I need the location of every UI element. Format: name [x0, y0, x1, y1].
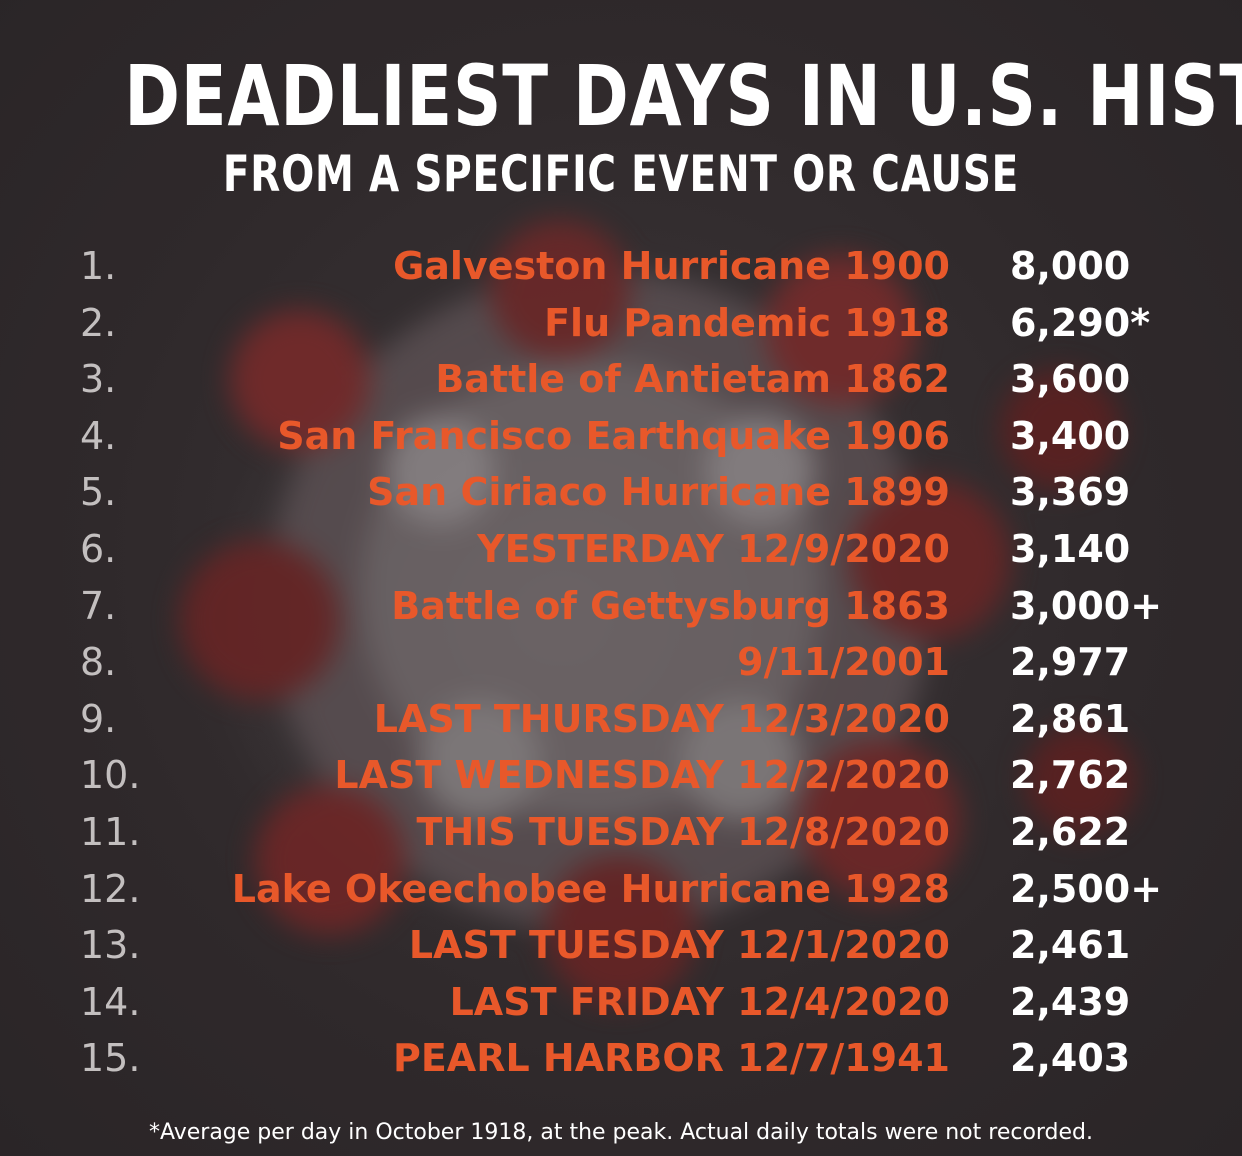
event-name: LAST THURSDAY 12/3/2020 — [373, 696, 950, 741]
event-name: YESTERDAY 12/9/2020 — [477, 526, 950, 571]
rank-number: 13. — [80, 923, 141, 968]
list-item: 15. PEARL HARBOR 12/7/1941 2,403 — [0, 1030, 1242, 1087]
event-name: LAST WEDNESDAY 12/2/2020 — [334, 753, 950, 798]
death-count: 8,000 — [1010, 244, 1131, 288]
footnote: *Average per day in October 1918, at the… — [148, 1120, 1094, 1145]
rank-number: 11. — [80, 809, 141, 854]
death-count: 2,861 — [1010, 696, 1131, 741]
event-name: Battle of Antietam 1862 — [435, 357, 950, 402]
event-name: Battle of Gettysburg 1863 — [391, 583, 950, 628]
event-name: 9/11/2001 — [737, 640, 950, 685]
list-item: 2. Flu Pandemic 1918 6,290* — [0, 295, 1242, 352]
rank-number: 10. — [80, 753, 141, 798]
event-name: LAST TUESDAY 12/1/2020 — [408, 923, 950, 968]
rank-number: 9. — [80, 696, 117, 741]
list-item: 5. San Ciriaco Hurricane 1899 3,369 — [0, 464, 1242, 521]
rank-number: 6. — [80, 526, 117, 571]
rank-number: 12. — [80, 866, 141, 911]
death-count: 2,403 — [1010, 1036, 1131, 1081]
page-title: DEADLIEST DAYS IN U.S. HISTORY — [124, 47, 1242, 145]
death-count: 2,977 — [1010, 640, 1131, 685]
event-name: THIS TUESDAY 12/8/2020 — [416, 809, 950, 854]
rank-number: 15. — [80, 1036, 141, 1081]
list-item: 7. Battle of Gettysburg 1863 3,000+ — [0, 578, 1242, 635]
ranking-list: 1. Galveston Hurricane 1900 8,000 2. Flu… — [0, 238, 1242, 1087]
rank-number: 3. — [80, 357, 117, 402]
event-name: San Ciriaco Hurricane 1899 — [367, 470, 950, 515]
death-count: 3,000+ — [1010, 583, 1163, 628]
list-item: 11. THIS TUESDAY 12/8/2020 2,622 — [0, 804, 1242, 861]
list-item: 6. YESTERDAY 12/9/2020 3,140 — [0, 521, 1242, 578]
rank-number: 14. — [80, 979, 141, 1024]
rank-number: 5. — [80, 470, 117, 515]
list-item: 12. Lake Okeechobee Hurricane 1928 2,500… — [0, 861, 1242, 918]
death-count: 3,400 — [1010, 413, 1131, 458]
rank-number: 8. — [80, 640, 117, 685]
page-subtitle: FROM A SPECIFIC EVENT OR CAUSE — [222, 145, 1020, 203]
event-name: Lake Okeechobee Hurricane 1928 — [231, 866, 950, 911]
event-name: PEARL HARBOR 12/7/1941 — [393, 1036, 950, 1081]
list-item: 14. LAST FRIDAY 12/4/2020 2,439 — [0, 974, 1242, 1031]
list-item: 4. San Francisco Earthquake 1906 3,400 — [0, 408, 1242, 465]
list-item: 13. LAST TUESDAY 12/1/2020 2,461 — [0, 917, 1242, 974]
list-item: 1. Galveston Hurricane 1900 8,000 — [0, 238, 1242, 295]
death-count: 3,600 — [1010, 357, 1131, 402]
list-item: 9. LAST THURSDAY 12/3/2020 2,861 — [0, 691, 1242, 748]
event-name: Flu Pandemic 1918 — [544, 300, 950, 345]
event-name: Galveston Hurricane 1900 — [393, 244, 950, 288]
death-count: 3,369 — [1010, 470, 1131, 515]
event-name: San Francisco Earthquake 1906 — [277, 413, 950, 458]
death-count: 6,290* — [1010, 300, 1151, 345]
rank-number: 7. — [80, 583, 117, 628]
death-count: 2,500+ — [1010, 866, 1163, 911]
death-count: 2,461 — [1010, 923, 1131, 968]
list-item: 10. LAST WEDNESDAY 12/2/2020 2,762 — [0, 747, 1242, 804]
event-name: LAST FRIDAY 12/4/2020 — [449, 979, 950, 1024]
death-count: 3,140 — [1010, 526, 1131, 571]
death-count: 2,762 — [1010, 753, 1131, 798]
death-count: 2,439 — [1010, 979, 1131, 1024]
rank-number: 1. — [80, 244, 117, 288]
list-item: 3. Battle of Antietam 1862 3,600 — [0, 351, 1242, 408]
death-count: 2,622 — [1010, 809, 1131, 854]
list-item: 8. 9/11/2001 2,977 — [0, 634, 1242, 691]
rank-number: 4. — [80, 413, 117, 458]
rank-number: 2. — [80, 300, 117, 345]
